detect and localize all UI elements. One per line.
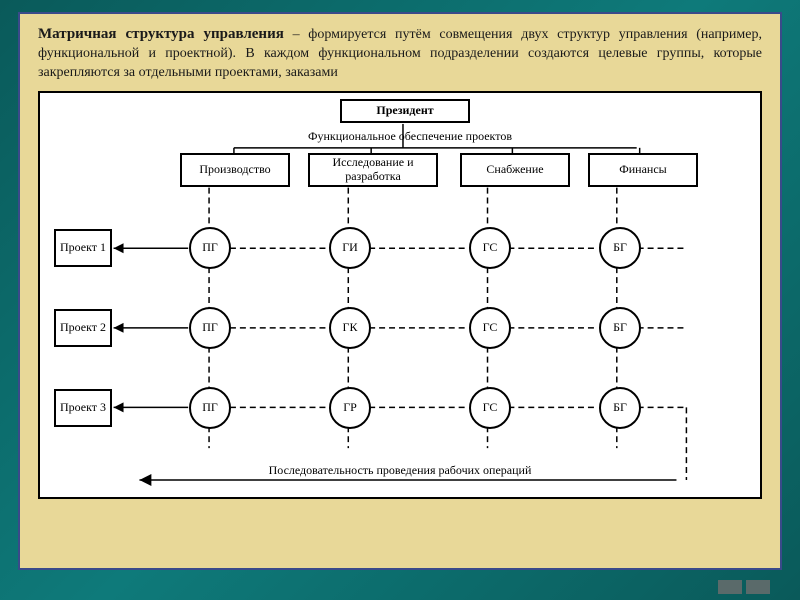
dept-production: Производство (180, 153, 290, 187)
dept-finance: Финансы (588, 153, 698, 187)
dept-supply: Снабжение (460, 153, 570, 187)
project-3-box: Проект 3 (54, 389, 112, 427)
org-diagram: Президент Функциональное обеспечение про… (38, 91, 762, 499)
project-2-box: Проект 2 (54, 309, 112, 347)
project-1-box: Проект 1 (54, 229, 112, 267)
matrix-cell: БГ (599, 227, 641, 269)
title-paragraph: Матричная структура управления – формиру… (38, 24, 762, 83)
matrix-cell: БГ (599, 307, 641, 349)
matrix-cell: ГС (469, 307, 511, 349)
title-bold: Матричная структура управления (38, 26, 284, 42)
nav-next-icon[interactable] (746, 580, 770, 594)
matrix-cell: ГИ (329, 227, 371, 269)
matrix-cell: ПГ (189, 307, 231, 349)
matrix-cell: ПГ (189, 227, 231, 269)
matrix-cell: ГС (469, 387, 511, 429)
matrix-cell: БГ (599, 387, 641, 429)
functional-label: Функциональное обеспечение проектов (240, 129, 580, 144)
slide: Матричная структура управления – формиру… (18, 12, 782, 570)
matrix-cell: ГК (329, 307, 371, 349)
matrix-cell: ГС (469, 227, 511, 269)
nav-prev-icon[interactable] (718, 580, 742, 594)
dept-research: Исследование и разработка (308, 153, 438, 187)
sequence-label: Последовательность проведения рабочих оп… (170, 463, 630, 478)
president-box: Президент (340, 99, 470, 123)
matrix-cell: ПГ (189, 387, 231, 429)
matrix-cell: ГР (329, 387, 371, 429)
nav-buttons (718, 580, 770, 594)
